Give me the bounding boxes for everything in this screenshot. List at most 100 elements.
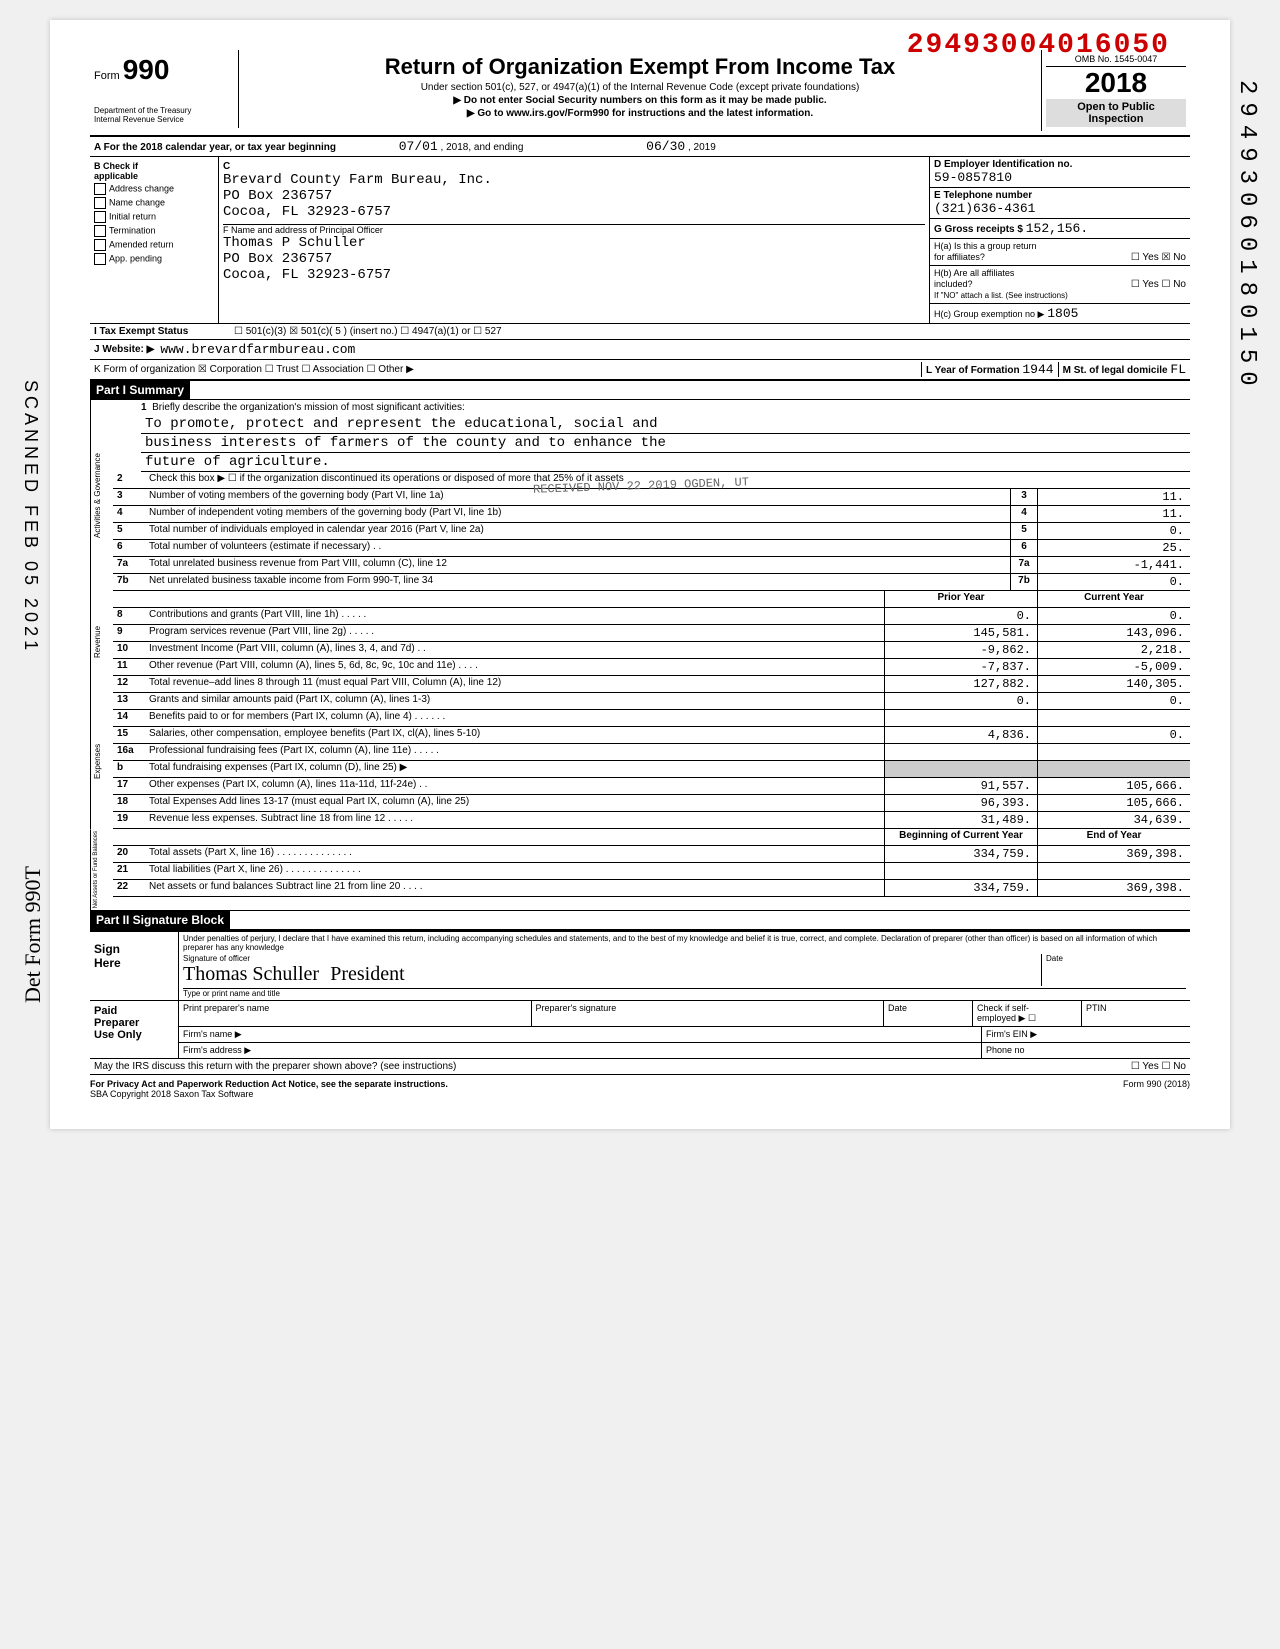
gov-row-3: 3Number of voting members of the governi… xyxy=(113,489,1190,506)
prep-selfemp-col[interactable]: Check if self- employed ▶ ☐ xyxy=(973,1001,1082,1026)
type-print-label: Type or print name and title xyxy=(183,989,1186,998)
governance-side-label: Activities & Governance xyxy=(90,400,113,591)
hc-value: 1805 xyxy=(1047,306,1078,321)
org-name: Brevard County Farm Bureau, Inc. xyxy=(223,172,925,188)
form-990-page: 29493004016050 29493060180150 SCANNED FE… xyxy=(50,20,1230,1129)
tax-year-begin: 07/01 xyxy=(399,139,438,154)
cb-app-pending[interactable]: App. pending xyxy=(109,253,162,263)
gov-row-6: 6Total number of volunteers (estimate if… xyxy=(113,540,1190,557)
row-a-endyear: , 2019 xyxy=(688,142,716,153)
firm-addr-label: Firm's address ▶ xyxy=(179,1043,982,1058)
row-j-label: J Website: ▶ xyxy=(94,344,154,355)
rev-row-10: 10Investment Income (Part VIII, column (… xyxy=(113,642,1190,659)
begin-year-header: Beginning of Current Year xyxy=(884,829,1037,845)
section-c-label: C xyxy=(223,161,925,172)
mission-line-3: future of agriculture. xyxy=(141,453,1190,472)
part-1-header: Part I Summary xyxy=(90,380,1190,400)
mission-label: Briefly describe the organization's miss… xyxy=(152,402,465,413)
signature-block: Sign Here Under penalties of perjury, I … xyxy=(90,930,1190,1000)
rev-row-11: 11Other revenue (Part VIII, column (A), … xyxy=(113,659,1190,676)
form-label: Form xyxy=(94,70,120,82)
ein-label: D Employer Identification no. xyxy=(934,159,1072,170)
section-f-label: F Name and address of Principal Officer xyxy=(223,224,925,235)
subtitle-3: ▶ Go to www.irs.gov/Form990 for instruct… xyxy=(249,108,1031,119)
exp-row-17: 17Other expenses (Part IX, column (A), l… xyxy=(113,778,1190,795)
summary-section: Activities & Governance 1 Briefly descri… xyxy=(90,400,1190,591)
row-i-opts[interactable]: ☐ 501(c)(3) ☒ 501(c)( 5 ) (insert no.) ☐… xyxy=(234,326,502,337)
gov-row-7a: 7aTotal unrelated business revenue from … xyxy=(113,557,1190,574)
website-value: www.brevardfarmbureau.com xyxy=(160,342,355,357)
discuss-opts[interactable]: ☐ Yes ☐ No xyxy=(1131,1061,1186,1072)
perjury-text: Under penalties of perjury, I declare th… xyxy=(183,934,1186,952)
cb-initial-return[interactable]: Initial return xyxy=(109,211,156,221)
prep-date-col: Date xyxy=(884,1001,973,1026)
prep-name-col: Print preparer's name xyxy=(179,1001,532,1026)
form-header: Form 990 Department of the Treasury Inte… xyxy=(90,50,1190,137)
row-j-website: J Website: ▶ www.brevardfarmbureau.com xyxy=(90,340,1190,360)
expenses-side-label: Expenses xyxy=(90,693,113,829)
cb-address-change[interactable]: Address change xyxy=(109,183,174,193)
entity-info-grid: B Check if applicable Address change Nam… xyxy=(90,157,1190,324)
row-i-exempt-status: I Tax Exempt Status ☐ 501(c)(3) ☒ 501(c)… xyxy=(90,324,1190,340)
na-row-20: 20Total assets (Part X, line 16) . . . .… xyxy=(113,846,1190,863)
firm-name-row: Firm's name ▶ Firm's EIN ▶ xyxy=(179,1027,1190,1043)
dln-stamp: 29493004016050 xyxy=(907,30,1170,61)
scanned-stamp: SCANNED FEB 05 2021 xyxy=(20,380,41,654)
exp-row-13: 13Grants and similar amounts paid (Part … xyxy=(113,693,1190,710)
open-public: Open to Public Inspection xyxy=(1046,99,1186,127)
software-credit: SBA Copyright 2018 Saxon Tax Software xyxy=(90,1089,253,1099)
expenses-section: Expenses 13Grants and similar amounts pa… xyxy=(90,693,1190,829)
ein-value: 59-0857810 xyxy=(934,170,1012,185)
netassets-section: Net Assets or Fund Balances Beginning of… xyxy=(90,829,1190,910)
netassets-header: Beginning of Current Year End of Year xyxy=(113,829,1190,846)
row-i-label: I Tax Exempt Status xyxy=(94,326,234,337)
prep-sig-col: Preparer's signature xyxy=(532,1001,885,1026)
firm-ein-label: Firm's EIN ▶ xyxy=(982,1027,1190,1042)
hb-note: If "NO" attach a list. (See instructions… xyxy=(934,291,1068,300)
privacy-notice: For Privacy Act and Paperwork Reduction … xyxy=(90,1079,448,1089)
handwritten-note: Det Form 990T xyxy=(20,866,46,1003)
officer-city: Cocoa, FL 32923-6757 xyxy=(223,267,925,283)
mission-line-2: business interests of farmers of the cou… xyxy=(141,434,1190,453)
hb-value[interactable]: ☐ Yes ☐ No xyxy=(1131,279,1186,290)
revenue-side-label: Revenue xyxy=(90,591,113,693)
revenue-section: Revenue Prior Year Current Year 8Contrib… xyxy=(90,591,1190,693)
rev-row-8: 8Contributions and grants (Part VIII, li… xyxy=(113,608,1190,625)
part-2-header: Part II Signature Block xyxy=(90,910,1190,930)
cb-amended[interactable]: Amended return xyxy=(109,239,174,249)
phone-label: E Telephone number xyxy=(934,190,1032,201)
sig-date-label: Date xyxy=(1046,954,1063,963)
na-row-22: 22Net assets or fund balances Subtract l… xyxy=(113,880,1190,897)
row-k-label[interactable]: K Form of organization ☒ Corporation ☐ T… xyxy=(94,364,414,375)
exp-row-16b: bTotal fundraising expenses (Part IX, co… xyxy=(113,761,1190,778)
subtitle-2: ▶ Do not enter Social Security numbers o… xyxy=(249,95,1031,106)
na-row-21: 21Total liabilities (Part X, line 26) . … xyxy=(113,863,1190,880)
year-formation-value: 1944 xyxy=(1022,362,1053,377)
rev-row-12: 12Total revenue–add lines 8 through 11 (… xyxy=(113,676,1190,693)
cb-termination[interactable]: Termination xyxy=(109,225,156,235)
exp-row-19: 19Revenue less expenses. Subtract line 1… xyxy=(113,812,1190,829)
mission-line-1: To promote, protect and represent the ed… xyxy=(141,415,1190,434)
prep-ptin-col: PTIN xyxy=(1082,1001,1190,1026)
section-b: B Check if applicable Address change Nam… xyxy=(90,157,219,323)
current-year-header: Current Year xyxy=(1037,591,1190,607)
ha-value[interactable]: ☐ Yes ☒ No xyxy=(1131,252,1186,263)
exp-row-16a: 16aProfessional fundraising fees (Part I… xyxy=(113,744,1190,761)
revenue-header: Prior Year Current Year xyxy=(113,591,1190,608)
gross-label: G Gross receipts $ xyxy=(934,224,1023,235)
officer-po: PO Box 236757 xyxy=(223,251,925,267)
cb-name-change[interactable]: Name change xyxy=(109,197,165,207)
hb-label: H(b) Are all affiliates included? xyxy=(934,268,1014,289)
row-a-tax-year: A For the 2018 calendar year, or tax yea… xyxy=(90,137,1190,157)
section-b-label: B Check if applicable xyxy=(94,161,138,181)
row-k-form-org: K Form of organization ☒ Corporation ☐ T… xyxy=(90,360,1190,380)
year-formation-label: L Year of Formation xyxy=(926,365,1020,376)
firm-addr-row: Firm's address ▶ Phone no xyxy=(179,1043,1190,1058)
side-number-right: 29493060180150 xyxy=(1233,80,1260,394)
domicile-value: FL xyxy=(1170,362,1186,377)
section-c: C Brevard County Farm Bureau, Inc. PO Bo… xyxy=(219,157,929,323)
domicile-label: M St. of legal domicile xyxy=(1063,365,1168,376)
prior-year-header: Prior Year xyxy=(884,591,1037,607)
paid-preparer-label: Paid Preparer Use Only xyxy=(90,1001,178,1058)
exp-row-14: 14Benefits paid to or for members (Part … xyxy=(113,710,1190,727)
